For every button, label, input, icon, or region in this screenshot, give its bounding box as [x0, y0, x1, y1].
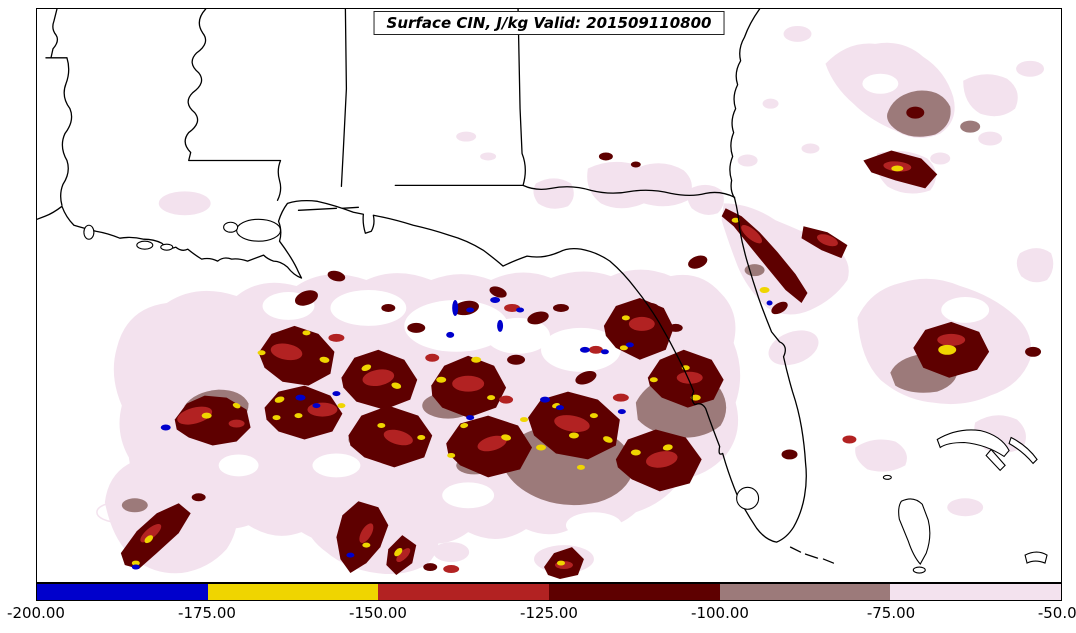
colorbar-tick-labels: -200.00 -175.00 -150.00 -125.00 -100.00 -75.0…: [7, 604, 1076, 626]
colorbar-segment: [890, 584, 1062, 600]
colorbar-segment: [719, 584, 891, 600]
colorbar-segment: [549, 584, 720, 600]
cin-contour-brick-red: [140, 161, 966, 574]
cin-contour-blue: [131, 296, 773, 570]
colorbar: [36, 583, 1062, 601]
colorbar-tick-label: -50.00: [1037, 604, 1076, 622]
cin-contour-white-gaps: [218, 73, 990, 539]
map-title-box: Surface CIN, J/kg Valid: 201509110800: [373, 11, 725, 35]
map-frame: Surface CIN, J/kg Valid: 201509110800: [36, 8, 1062, 583]
colorbar-tick-label: -125.00: [520, 604, 578, 622]
state-borders: [45, 9, 736, 206]
colorbar-tick-label: -175.00: [178, 604, 236, 622]
colorbar-segment: [378, 584, 550, 600]
colorbar-tick-label: -150.00: [349, 604, 407, 622]
islands: [882, 429, 1048, 574]
colorbar-tick-label: -100.00: [691, 604, 749, 622]
map-title: Surface CIN, J/kg Valid: 201509110800: [386, 14, 712, 32]
colorbar-tick-label: -200.00: [7, 604, 65, 622]
colorbar-tick-label: -75.00: [866, 604, 916, 622]
map-canvas: [37, 9, 1054, 580]
colorbar-segment: [37, 584, 208, 600]
cin-contour-yellow: [131, 165, 957, 566]
lakes: [83, 218, 760, 510]
coastline: [37, 9, 835, 564]
colorbar-segment: [207, 584, 379, 600]
